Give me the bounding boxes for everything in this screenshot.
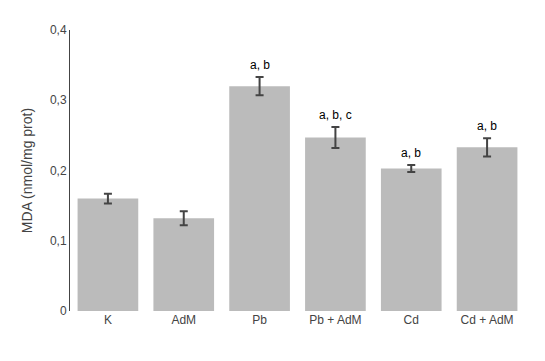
svg-text:a, b: a, b <box>477 119 497 133</box>
svg-text:Cd + AdM: Cd + AdM <box>461 313 514 327</box>
svg-text:a, b: a, b <box>401 146 421 160</box>
svg-text:AdM: AdM <box>171 313 196 327</box>
svg-text:0,2: 0,2 <box>50 164 67 178</box>
svg-text:0,4: 0,4 <box>50 23 67 37</box>
svg-text:MDA (nmol/mg prot): MDA (nmol/mg prot) <box>19 108 35 233</box>
svg-text:Pb: Pb <box>252 313 267 327</box>
svg-text:a, b: a, b <box>250 58 270 72</box>
svg-text:K: K <box>104 313 112 327</box>
svg-text:0: 0 <box>60 304 67 318</box>
svg-text:0,1: 0,1 <box>50 234 67 248</box>
svg-text:a, b, c: a, b, c <box>319 108 352 122</box>
svg-text:Cd: Cd <box>404 313 419 327</box>
svg-text:Pb + AdM: Pb + AdM <box>309 313 361 327</box>
svg-text:0,3: 0,3 <box>50 93 67 107</box>
